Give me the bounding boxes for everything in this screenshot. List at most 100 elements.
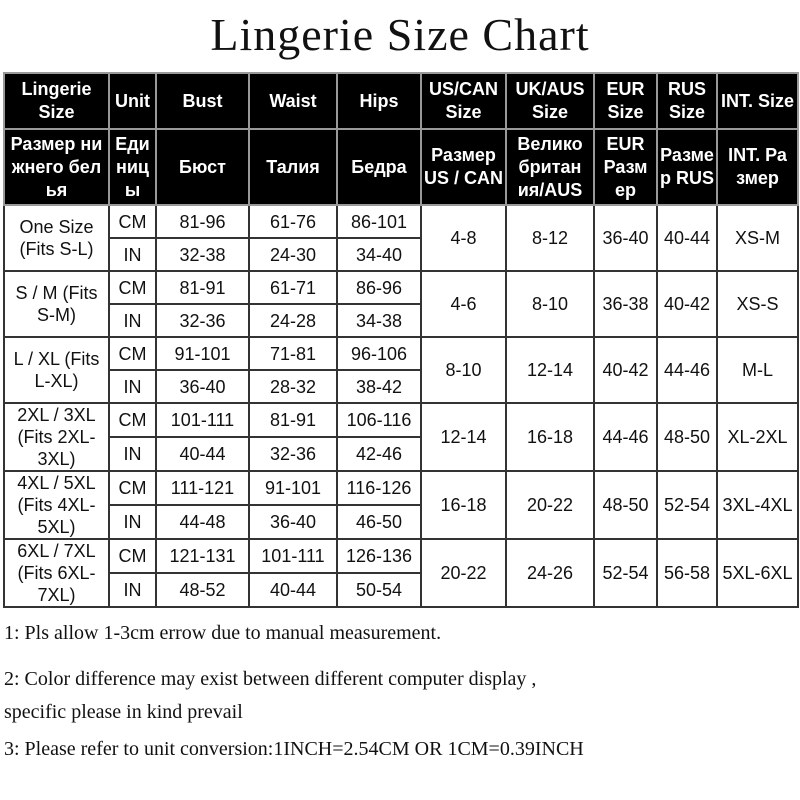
- us-size-cell: 4-6: [420, 270, 507, 338]
- unit-cell: IN: [108, 504, 157, 540]
- measurement-cell: 40-44: [155, 436, 250, 472]
- int-size-cell: 5XL-6XL: [716, 538, 799, 608]
- measurement-cell: 34-38: [336, 303, 422, 338]
- column-header: Велико британ ия/AUS: [505, 128, 595, 206]
- column-header: Еди ниц ы: [108, 128, 157, 206]
- measurement-cell: 50-54: [336, 572, 422, 608]
- rus-size-cell: 56-58: [656, 538, 718, 608]
- table-row-in: IN 48-52 40-44 50-54: [4, 572, 798, 608]
- rus-size-cell: 40-44: [656, 204, 718, 272]
- unit-cell: CM: [108, 402, 157, 438]
- measurement-cell: 38-42: [336, 369, 422, 404]
- table-row-cm: L / XL (Fits L-XL) CM 91-101 71-81 96-106 8-1…: [3, 336, 799, 404]
- measurement-cell: 116-126: [336, 470, 422, 506]
- rus-size-cell: 48-50: [656, 402, 718, 472]
- measurement-cell: 48-52: [155, 572, 250, 608]
- eur-size-cell: 36-40: [593, 204, 658, 272]
- measurement-cell: 32-36: [248, 436, 338, 472]
- measurement-cell: 106-116: [336, 402, 422, 438]
- uk-size-cell: 20-22: [505, 470, 595, 540]
- table-row-cm: S / M (Fits S-M) CM 81-91 61-71 86-96 4-6 8-10…: [3, 270, 799, 338]
- eur-size-cell: 36-38: [593, 270, 658, 338]
- us-size-cell: 16-18: [420, 470, 507, 540]
- column-header: INT. Ра змер: [716, 128, 799, 206]
- eur-size-cell: 48-50: [593, 470, 658, 540]
- header-row-russian: Размер ни жнего бел ья Еди ниц ы Бюст Талия…: [3, 128, 799, 206]
- size-label-cell: L / XL (Fits L-XL): [3, 336, 110, 404]
- measurement-cell: 91-101: [155, 336, 250, 371]
- unit-cell: IN: [108, 237, 157, 272]
- table-row-cm: 4XL / 5XL (Fits 4XL-5XL) CM 111-121 91-101 1…: [3, 470, 799, 540]
- column-header: UK/AUS Size: [505, 72, 595, 130]
- unit-cell: IN: [108, 303, 157, 338]
- eur-size-cell: 44-46: [593, 402, 658, 472]
- us-size-cell: 4-8: [420, 204, 507, 272]
- unit-cell: CM: [108, 538, 157, 574]
- size-label-cell: 2XL / 3XL (Fits 2XL-3XL): [3, 402, 110, 472]
- column-header: Разме р RUS: [656, 128, 718, 206]
- column-header: Unit: [108, 72, 157, 130]
- column-header: INT. Size: [716, 72, 799, 130]
- measurement-cell: 61-76: [248, 204, 338, 239]
- column-header: US/CAN Size: [420, 72, 507, 130]
- table-row-cm: One Size (Fits S-L) CM 81-96 61-76 86-101 4-8…: [3, 204, 799, 272]
- measurement-cell: 81-91: [155, 270, 250, 305]
- int-size-cell: XL-2XL: [716, 402, 799, 472]
- measurement-cell: 86-101: [336, 204, 422, 239]
- uk-size-cell: 8-12: [505, 204, 595, 272]
- measurement-cell: 71-81: [248, 336, 338, 371]
- column-header: Бедра: [336, 128, 422, 206]
- measurement-cell: 81-96: [155, 204, 250, 239]
- unit-cell: CM: [108, 470, 157, 506]
- size-chart-table: Lingerie Size Unit Bust Waist Hips US/CAN Siz…: [3, 72, 799, 608]
- unit-cell: CM: [108, 204, 157, 239]
- column-header: Размер ни жнего бел ья: [3, 128, 110, 206]
- measurement-cell: 111-121: [155, 470, 250, 506]
- uk-size-cell: 8-10: [505, 270, 595, 338]
- size-label-cell: 4XL / 5XL (Fits 4XL-5XL): [3, 470, 110, 540]
- size-label-cell: One Size (Fits S-L): [3, 204, 110, 272]
- size-label-cell: S / M (Fits S-M): [3, 270, 110, 338]
- measurement-cell: 28-32: [248, 369, 338, 404]
- column-header: Waist: [248, 72, 338, 130]
- page-title: Lingerie Size Chart: [210, 9, 590, 60]
- us-size-cell: 20-22: [420, 538, 507, 608]
- note-1: 1: Pls allow 1-3cm errow due to manual m…: [4, 622, 442, 644]
- measurement-cell: 91-101: [248, 470, 338, 506]
- column-header: Hips: [336, 72, 422, 130]
- uk-size-cell: 16-18: [505, 402, 595, 472]
- measurement-cell: 42-46: [336, 436, 422, 472]
- measurement-cell: 101-111: [248, 538, 338, 574]
- measurement-cell: 36-40: [248, 504, 338, 540]
- measurement-cell: 81-91: [248, 402, 338, 438]
- uk-size-cell: 24-26: [505, 538, 595, 608]
- measurement-cell: 32-38: [155, 237, 250, 272]
- measurement-cell: 121-131: [155, 538, 250, 574]
- unit-cell: CM: [108, 336, 157, 371]
- table-row-in: IN 44-48 36-40 46-50: [4, 504, 798, 540]
- measurement-cell: 24-28: [248, 303, 338, 338]
- table-row-in: IN 36-40 28-32 38-42: [4, 369, 798, 404]
- column-header: Бюст: [155, 128, 250, 206]
- header-row-english: Lingerie Size Unit Bust Waist Hips US/CAN Siz…: [3, 72, 799, 130]
- int-size-cell: XS-M: [716, 204, 799, 272]
- measurement-cell: 86-96: [336, 270, 422, 305]
- measurement-cell: 36-40: [155, 369, 250, 404]
- column-header: Талия: [248, 128, 338, 206]
- measurement-cell: 96-106: [336, 336, 422, 371]
- measurement-cell: 24-30: [248, 237, 338, 272]
- measurement-cell: 61-71: [248, 270, 338, 305]
- uk-size-cell: 12-14: [505, 336, 595, 404]
- int-size-cell: 3XL-4XL: [716, 470, 799, 540]
- eur-size-cell: 52-54: [593, 538, 658, 608]
- column-header: EUR Разм ер: [593, 128, 658, 206]
- int-size-cell: XS-S: [716, 270, 799, 338]
- unit-cell: IN: [108, 572, 157, 608]
- note-2: 2: Color difference may exist between di…: [4, 668, 537, 690]
- table-row-in: IN 32-38 24-30 34-40: [4, 237, 798, 272]
- note-3: 3: Please refer to unit conversion:1INCH…: [4, 738, 584, 760]
- table-row-in: IN 32-36 24-28 34-38: [4, 303, 798, 338]
- measurement-cell: 40-44: [248, 572, 338, 608]
- column-header: Bust: [155, 72, 250, 130]
- measurement-cell: 46-50: [336, 504, 422, 540]
